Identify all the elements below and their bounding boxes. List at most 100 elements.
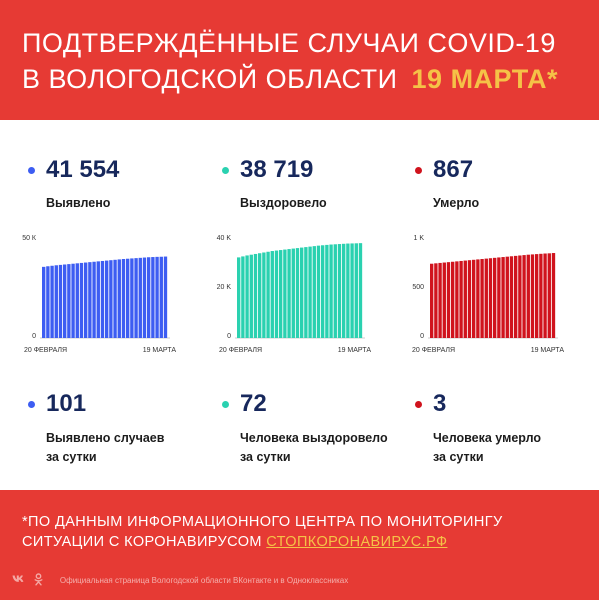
died-bar-2 bbox=[434, 263, 438, 338]
detected-bar-15 bbox=[100, 260, 105, 338]
recovered-bar-2 bbox=[241, 256, 245, 338]
recovered-daily-dot-icon bbox=[222, 401, 229, 408]
total-recovered-label: Выздоровело bbox=[240, 196, 327, 210]
died-bar-13 bbox=[480, 259, 484, 338]
recovered-bar-30 bbox=[358, 243, 363, 338]
detected-chart-xtick-end: 19 МАРТА bbox=[143, 347, 177, 354]
detected-daily-dot-icon bbox=[28, 401, 35, 408]
daily-died-label-line1: Человека умерло bbox=[433, 431, 542, 445]
detected-bar-5 bbox=[58, 264, 63, 338]
recovered-bar-26 bbox=[342, 243, 346, 338]
died-dot-icon bbox=[415, 167, 422, 174]
detected-chart-ytick-zero: 0 bbox=[32, 333, 36, 340]
recovered-bar-11 bbox=[279, 250, 283, 338]
detected-bar-10 bbox=[79, 262, 84, 338]
page-title-line-2: В ВОЛОГОДСКОЙ ОБЛАСТИ 19 МАРТА* bbox=[22, 64, 558, 95]
detected-bar-18 bbox=[113, 259, 117, 338]
recovered-bar-8 bbox=[266, 251, 270, 338]
detected-bar-21 bbox=[126, 258, 130, 338]
detected-bar-26 bbox=[147, 257, 151, 338]
died-chart-bars bbox=[430, 253, 556, 338]
detected-bar-24 bbox=[138, 257, 142, 338]
detected-bar-17 bbox=[109, 260, 113, 338]
detected-bar-29 bbox=[159, 256, 163, 338]
recovered-chart: 40 K 20 K 0 20 ФЕВРАЛЯ 19 МАРТА bbox=[213, 228, 373, 358]
source-note-line1: *ПО ДАННЫМ ИНФОРМАЦИОННОГО ЦЕНТРА ПО МОН… bbox=[22, 514, 503, 530]
died-bar-22 bbox=[518, 255, 522, 338]
detected-bar-4 bbox=[54, 265, 58, 338]
total-recovered-value: 38 719 bbox=[240, 156, 314, 183]
vk-icon[interactable] bbox=[12, 574, 26, 587]
died-bar-14 bbox=[484, 258, 488, 338]
died-bar-16 bbox=[493, 257, 497, 338]
detected-bar-20 bbox=[121, 259, 126, 338]
recovered-chart-ytick-mid: 20 K bbox=[217, 284, 232, 291]
detected-chart: 50 К 0 20 ФЕВРАЛЯ 19 МАРТА bbox=[18, 228, 178, 358]
recovered-bar-4 bbox=[249, 254, 253, 338]
recovered-bar-10 bbox=[274, 250, 279, 338]
died-bar-24 bbox=[526, 254, 530, 338]
detected-bar-6 bbox=[63, 264, 67, 338]
detected-chart-ytick-top: 50 К bbox=[22, 235, 37, 242]
daily-died-value: 3 bbox=[433, 390, 447, 417]
died-bar-15 bbox=[488, 258, 493, 338]
date-label: 19 МАРТА* bbox=[411, 64, 559, 94]
recovered-bar-28 bbox=[350, 243, 354, 338]
recovered-bar-12 bbox=[283, 249, 287, 338]
detected-bar-25 bbox=[142, 257, 147, 338]
died-bar-5 bbox=[446, 262, 451, 338]
died-bar-17 bbox=[497, 257, 501, 338]
social-caption: Официальная страница Вологодской области… bbox=[59, 576, 349, 586]
detected-chart-xtick-start: 20 ФЕВРАЛЯ bbox=[24, 347, 67, 354]
died-bar-7 bbox=[455, 261, 459, 338]
social-row: Официальная страница Вологодской области… bbox=[12, 572, 348, 588]
recovered-bar-23 bbox=[329, 244, 333, 338]
died-bar-18 bbox=[501, 257, 505, 338]
died-bar-3 bbox=[438, 262, 442, 338]
daily-detected-label-line1: Выявлено случаев bbox=[46, 431, 165, 445]
recovered-bar-16 bbox=[300, 247, 304, 338]
detected-bar-23 bbox=[134, 258, 138, 338]
died-chart-xtick-start: 20 ФЕВРАЛЯ bbox=[412, 347, 455, 354]
source-note-line2: СИТУАЦИИ С КОРОНАВИРУСОМ СТОПКОРОНАВИРУС… bbox=[22, 532, 503, 552]
died-bar-9 bbox=[463, 260, 467, 338]
died-bar-27 bbox=[539, 253, 543, 338]
source-note-line2-text: СИТУАЦИИ С КОРОНАВИРУСОМ bbox=[22, 534, 267, 550]
detected-bar-14 bbox=[96, 261, 100, 338]
recovered-bar-5 bbox=[253, 253, 258, 338]
detected-bar-19 bbox=[117, 259, 121, 338]
daily-recovered-label-line2: за сутки bbox=[240, 450, 291, 464]
detected-bar-2 bbox=[46, 266, 50, 338]
died-bar-29 bbox=[547, 253, 551, 338]
header-banner: ПОДТВЕРЖДЁННЫЕ СЛУЧАИ COVID-19 В ВОЛОГОД… bbox=[0, 0, 599, 120]
recovered-dot-icon bbox=[222, 167, 229, 174]
recovered-chart-ytick-zero: 0 bbox=[227, 333, 231, 340]
detected-bar-16 bbox=[105, 260, 109, 338]
recovered-bar-18 bbox=[308, 246, 312, 338]
died-chart: 1 K 500 0 20 ФЕВРАЛЯ 19 МАРТА bbox=[406, 228, 566, 358]
recovered-bar-1 bbox=[237, 257, 241, 338]
died-daily-dot-icon bbox=[415, 401, 422, 408]
died-chart-ytick-mid: 500 bbox=[412, 284, 424, 291]
total-died-label: Умерло bbox=[433, 196, 480, 210]
detected-bar-27 bbox=[151, 257, 155, 338]
odnoklassniki-icon[interactable] bbox=[34, 573, 43, 589]
recovered-bar-3 bbox=[245, 255, 249, 338]
detected-bar-13 bbox=[92, 261, 96, 338]
stopcoronavirus-link[interactable]: СТОПКОРОНАВИРУС.РФ bbox=[266, 534, 448, 550]
recovered-bar-13 bbox=[287, 249, 291, 338]
died-bar-1 bbox=[430, 263, 434, 338]
recovered-bar-7 bbox=[262, 252, 266, 338]
died-bar-11 bbox=[472, 259, 476, 338]
recovered-bar-29 bbox=[354, 243, 358, 338]
died-chart-svg: 1 K 500 0 20 ФЕВРАЛЯ 19 МАРТА bbox=[412, 235, 564, 354]
recovered-bar-6 bbox=[258, 253, 262, 338]
recovered-bar-22 bbox=[325, 244, 329, 338]
detected-chart-svg: 50 К 0 20 ФЕВРАЛЯ 19 МАРТА bbox=[22, 235, 177, 354]
recovered-bar-17 bbox=[304, 247, 308, 338]
recovered-bar-24 bbox=[333, 244, 337, 338]
total-detected-value: 41 554 bbox=[46, 156, 120, 183]
recovered-bar-15 bbox=[295, 248, 300, 338]
recovered-chart-xtick-start: 20 ФЕВРАЛЯ bbox=[219, 347, 262, 354]
detected-bar-11 bbox=[84, 262, 88, 338]
